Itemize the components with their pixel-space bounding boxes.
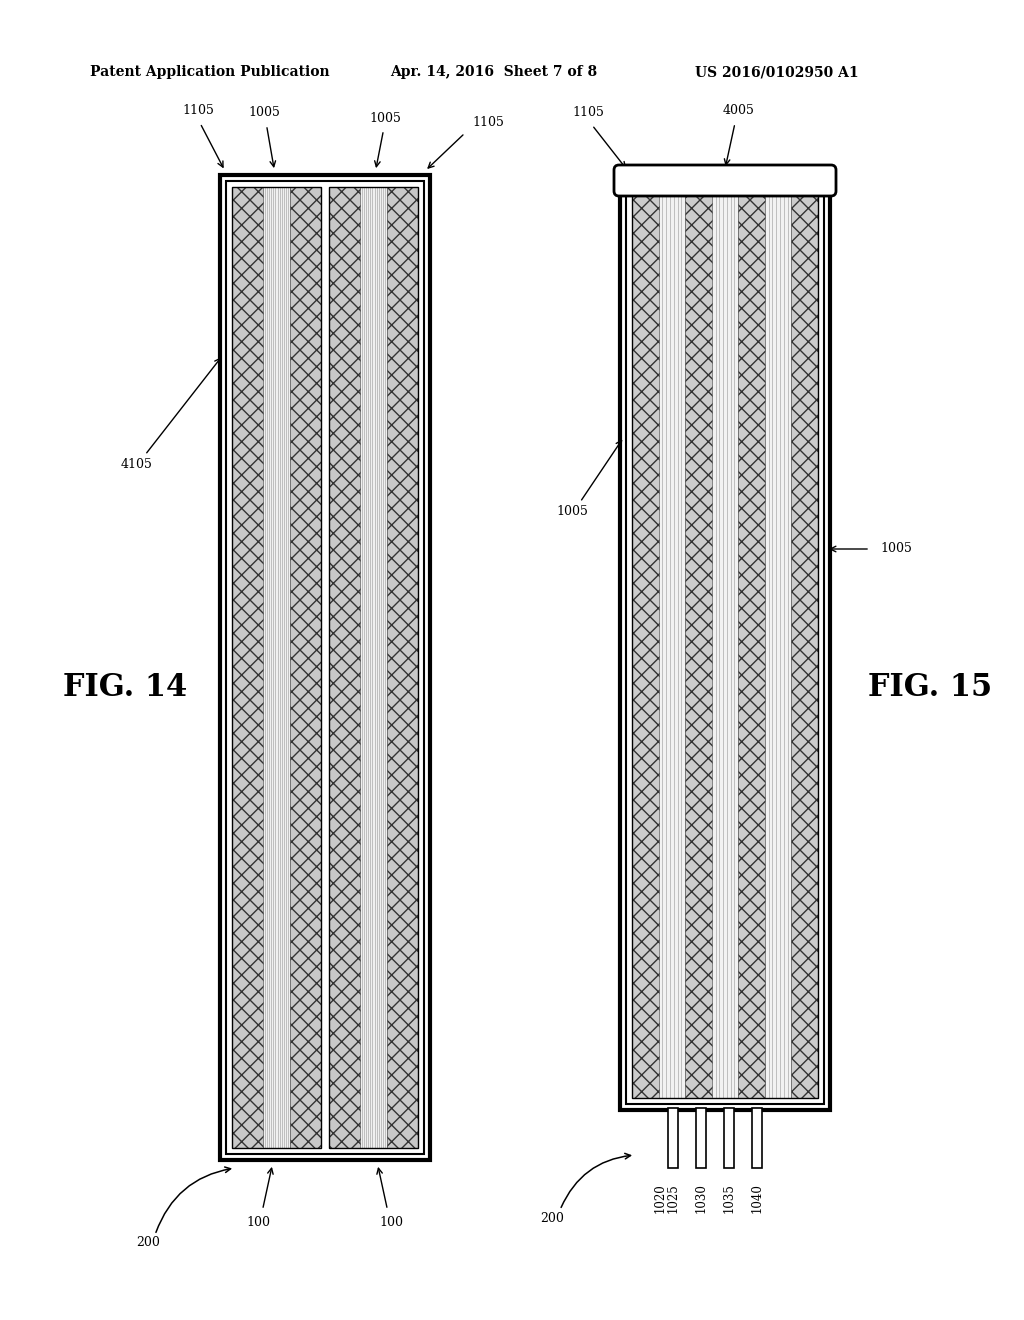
Bar (232, 187, 321, 1148)
Bar (738, 187, 765, 1098)
Bar (696, 1107, 706, 1168)
Text: 200: 200 (540, 1212, 564, 1225)
Text: Patent Application Publication: Patent Application Publication (90, 65, 330, 79)
Text: 1105: 1105 (572, 107, 604, 120)
Text: FIG. 15: FIG. 15 (868, 672, 992, 702)
Bar (232, 187, 263, 1148)
Bar (724, 1107, 734, 1168)
Text: Apr. 14, 2016  Sheet 7 of 8: Apr. 14, 2016 Sheet 7 of 8 (390, 65, 597, 79)
Bar (387, 187, 418, 1148)
Text: 1005: 1005 (249, 107, 281, 120)
Bar (632, 187, 818, 1098)
Bar (620, 176, 830, 1110)
Bar (232, 187, 263, 1148)
Bar (792, 187, 818, 1098)
Text: US 2016/0102950 A1: US 2016/0102950 A1 (695, 65, 859, 79)
Text: 200: 200 (136, 1236, 160, 1249)
Bar (752, 1107, 762, 1168)
Bar (387, 187, 418, 1148)
Bar (329, 187, 360, 1148)
Bar (658, 187, 685, 1098)
Text: FIG. 14: FIG. 14 (62, 672, 187, 702)
Bar (712, 187, 738, 1098)
Bar (329, 187, 418, 1148)
Text: 1040: 1040 (751, 1183, 764, 1213)
Text: 1020: 1020 (653, 1183, 667, 1213)
Text: 1105: 1105 (472, 116, 504, 129)
Bar (360, 187, 387, 1148)
Bar (226, 181, 424, 1154)
Text: 1030: 1030 (694, 1183, 708, 1213)
Text: 4105: 4105 (121, 458, 153, 471)
Text: 1005: 1005 (880, 543, 912, 556)
Bar (329, 187, 360, 1148)
Bar (220, 176, 430, 1160)
Bar (329, 187, 418, 1148)
FancyBboxPatch shape (614, 165, 836, 195)
Bar (290, 187, 321, 1148)
Text: 1005: 1005 (556, 506, 588, 517)
Bar (632, 187, 658, 1098)
Bar (668, 1107, 678, 1168)
Bar (290, 187, 321, 1148)
Bar (232, 187, 321, 1148)
Text: 1035: 1035 (723, 1183, 735, 1213)
Text: 1105: 1105 (182, 103, 214, 116)
Bar (632, 187, 658, 1098)
Text: 1005: 1005 (370, 111, 401, 124)
Bar (632, 187, 818, 1098)
Bar (765, 187, 792, 1098)
Bar (263, 187, 290, 1148)
Text: 1025: 1025 (667, 1183, 680, 1213)
Text: 100: 100 (380, 1216, 403, 1229)
Text: 100: 100 (247, 1216, 270, 1229)
Bar (738, 187, 765, 1098)
Bar (626, 181, 824, 1104)
Bar (792, 187, 818, 1098)
Bar (685, 187, 712, 1098)
Text: 4005: 4005 (723, 104, 755, 117)
Bar (685, 187, 712, 1098)
